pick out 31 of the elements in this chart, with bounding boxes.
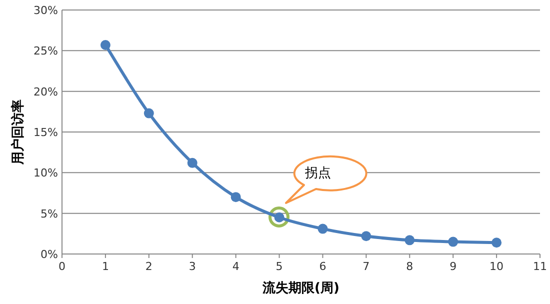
point (492, 238, 502, 248)
point (404, 235, 415, 246)
y-axis-title: 用户回访率 (10, 100, 26, 166)
x-tick-label: 11 (533, 260, 547, 273)
y-tick-label: 5% (40, 207, 58, 220)
x-tick-label: 0 (58, 260, 66, 273)
point (448, 236, 458, 247)
x-tick-label: 5 (276, 260, 283, 273)
x-tick-label: 7 (362, 260, 370, 273)
annotation: 拐点 (304, 166, 331, 181)
point (100, 40, 110, 50)
point (361, 231, 372, 242)
y-tick-label: 0% (40, 248, 58, 261)
point (230, 192, 241, 202)
x-tick-label: 9 (450, 260, 457, 273)
x-axis-title: 流失期限(周) (262, 280, 340, 296)
y-tick-label: 20% (34, 85, 58, 98)
y-tick-label: 25% (34, 44, 58, 58)
x-tick-label: 10 (490, 260, 504, 273)
y-tick-label: 30% (34, 4, 58, 17)
y-tick-label: 10% (34, 166, 58, 180)
point (318, 224, 328, 234)
x-tick-label: 3 (188, 260, 196, 273)
x-tick-label: 8 (406, 260, 414, 273)
y-tick-label: 15% (34, 126, 58, 139)
x-tick-label: 6 (319, 260, 326, 273)
point (144, 108, 154, 118)
x-tick-label: 2 (145, 260, 152, 273)
point (187, 158, 198, 168)
x-tick-label: 1 (102, 260, 109, 273)
x-tick-label: 4 (232, 260, 240, 273)
